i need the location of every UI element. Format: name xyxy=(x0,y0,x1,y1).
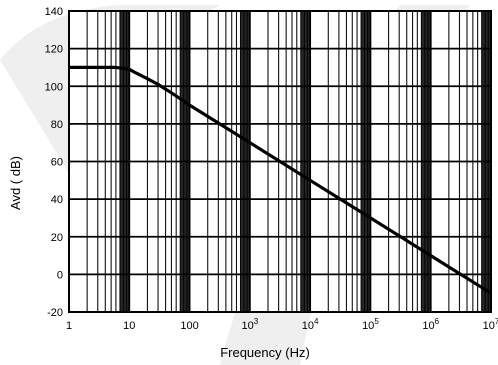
x-tick-label-exponent: 7 xyxy=(495,317,498,326)
y-tick-label: 140 xyxy=(45,6,63,18)
y-tick-label: 20 xyxy=(51,232,63,244)
y-tick-label: 0 xyxy=(57,269,63,281)
x-tick-label: 107 xyxy=(483,317,498,332)
y-tick-label: 120 xyxy=(45,44,63,56)
plot-frame xyxy=(68,10,492,313)
series-line-0 xyxy=(69,65,492,295)
x-tick-label-base: 1 xyxy=(66,320,72,332)
y-axis-label: Avd ( dB) xyxy=(8,156,23,210)
x-tick-label: 100 xyxy=(180,320,198,332)
y-tick-label: 60 xyxy=(51,157,63,169)
x-axis-label: Frequency (Hz) xyxy=(220,345,310,360)
y-tick-labels: -20 0 20 40 60 80 100 120 140 xyxy=(45,6,63,319)
x-tick-label: 103 xyxy=(242,317,259,332)
y-tick-label: 100 xyxy=(45,81,63,93)
series-layer xyxy=(69,65,492,295)
x-tick-label-exponent: 5 xyxy=(374,317,379,326)
x-tick-labels: 1 10 100 103 104 105 106 107 xyxy=(66,317,498,332)
x-tick-label-exponent: 4 xyxy=(314,317,319,326)
x-tick-label-base: 10 xyxy=(362,320,374,332)
x-tick-label-base: 100 xyxy=(180,320,198,332)
x-tick-label-base: 10 xyxy=(242,320,254,332)
x-tick-label: 10 xyxy=(123,320,135,332)
x-tick-label-base: 10 xyxy=(123,320,135,332)
x-tick-label-base: 10 xyxy=(483,320,495,332)
x-tick-label: 1 xyxy=(66,320,72,332)
y-tick-label: 80 xyxy=(51,119,63,131)
x-tick-label: 106 xyxy=(422,317,439,332)
y-tick-label: -20 xyxy=(47,307,63,319)
x-tick-label-base: 10 xyxy=(422,320,434,332)
x-tick-label: 105 xyxy=(362,317,379,332)
x-tick-label-exponent: 6 xyxy=(435,317,440,326)
plot-border xyxy=(68,10,492,313)
x-tick-label: 104 xyxy=(302,317,319,332)
y-tick-label: 40 xyxy=(51,194,63,206)
x-tick-label-exponent: 3 xyxy=(254,317,259,326)
x-tick-label-base: 10 xyxy=(302,320,314,332)
